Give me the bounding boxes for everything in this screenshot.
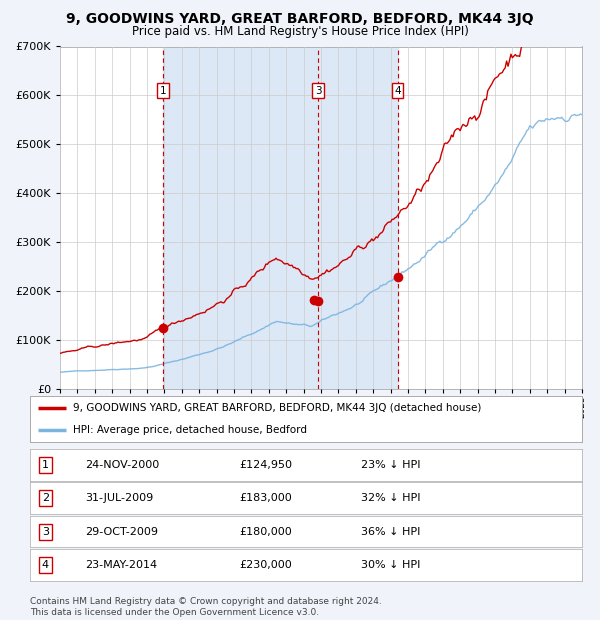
- Text: 36% ↓ HPI: 36% ↓ HPI: [361, 526, 421, 537]
- Text: £230,000: £230,000: [240, 560, 293, 570]
- Text: 31-JUL-2009: 31-JUL-2009: [85, 493, 154, 503]
- Text: 3: 3: [315, 86, 322, 95]
- Text: 3: 3: [42, 526, 49, 537]
- Text: 9, GOODWINS YARD, GREAT BARFORD, BEDFORD, MK44 3JQ (detached house): 9, GOODWINS YARD, GREAT BARFORD, BEDFORD…: [73, 403, 481, 413]
- Text: 4: 4: [394, 86, 401, 95]
- Text: Contains HM Land Registry data © Crown copyright and database right 2024.
This d: Contains HM Land Registry data © Crown c…: [30, 598, 382, 617]
- Text: 1: 1: [160, 86, 166, 95]
- Text: 4: 4: [42, 560, 49, 570]
- Text: £124,950: £124,950: [240, 459, 293, 470]
- Text: £183,000: £183,000: [240, 493, 293, 503]
- Text: 23-MAY-2014: 23-MAY-2014: [85, 560, 157, 570]
- Text: 1: 1: [42, 459, 49, 470]
- Text: 29-OCT-2009: 29-OCT-2009: [85, 526, 158, 537]
- Text: £180,000: £180,000: [240, 526, 293, 537]
- Text: 30% ↓ HPI: 30% ↓ HPI: [361, 560, 421, 570]
- Text: HPI: Average price, detached house, Bedford: HPI: Average price, detached house, Bedf…: [73, 425, 307, 435]
- Text: 2: 2: [42, 493, 49, 503]
- Text: 32% ↓ HPI: 32% ↓ HPI: [361, 493, 421, 503]
- Text: 9, GOODWINS YARD, GREAT BARFORD, BEDFORD, MK44 3JQ: 9, GOODWINS YARD, GREAT BARFORD, BEDFORD…: [66, 12, 534, 25]
- Text: Price paid vs. HM Land Registry's House Price Index (HPI): Price paid vs. HM Land Registry's House …: [131, 25, 469, 37]
- Text: 23% ↓ HPI: 23% ↓ HPI: [361, 459, 421, 470]
- Text: 24-NOV-2000: 24-NOV-2000: [85, 459, 160, 470]
- Bar: [163, 46, 398, 389]
